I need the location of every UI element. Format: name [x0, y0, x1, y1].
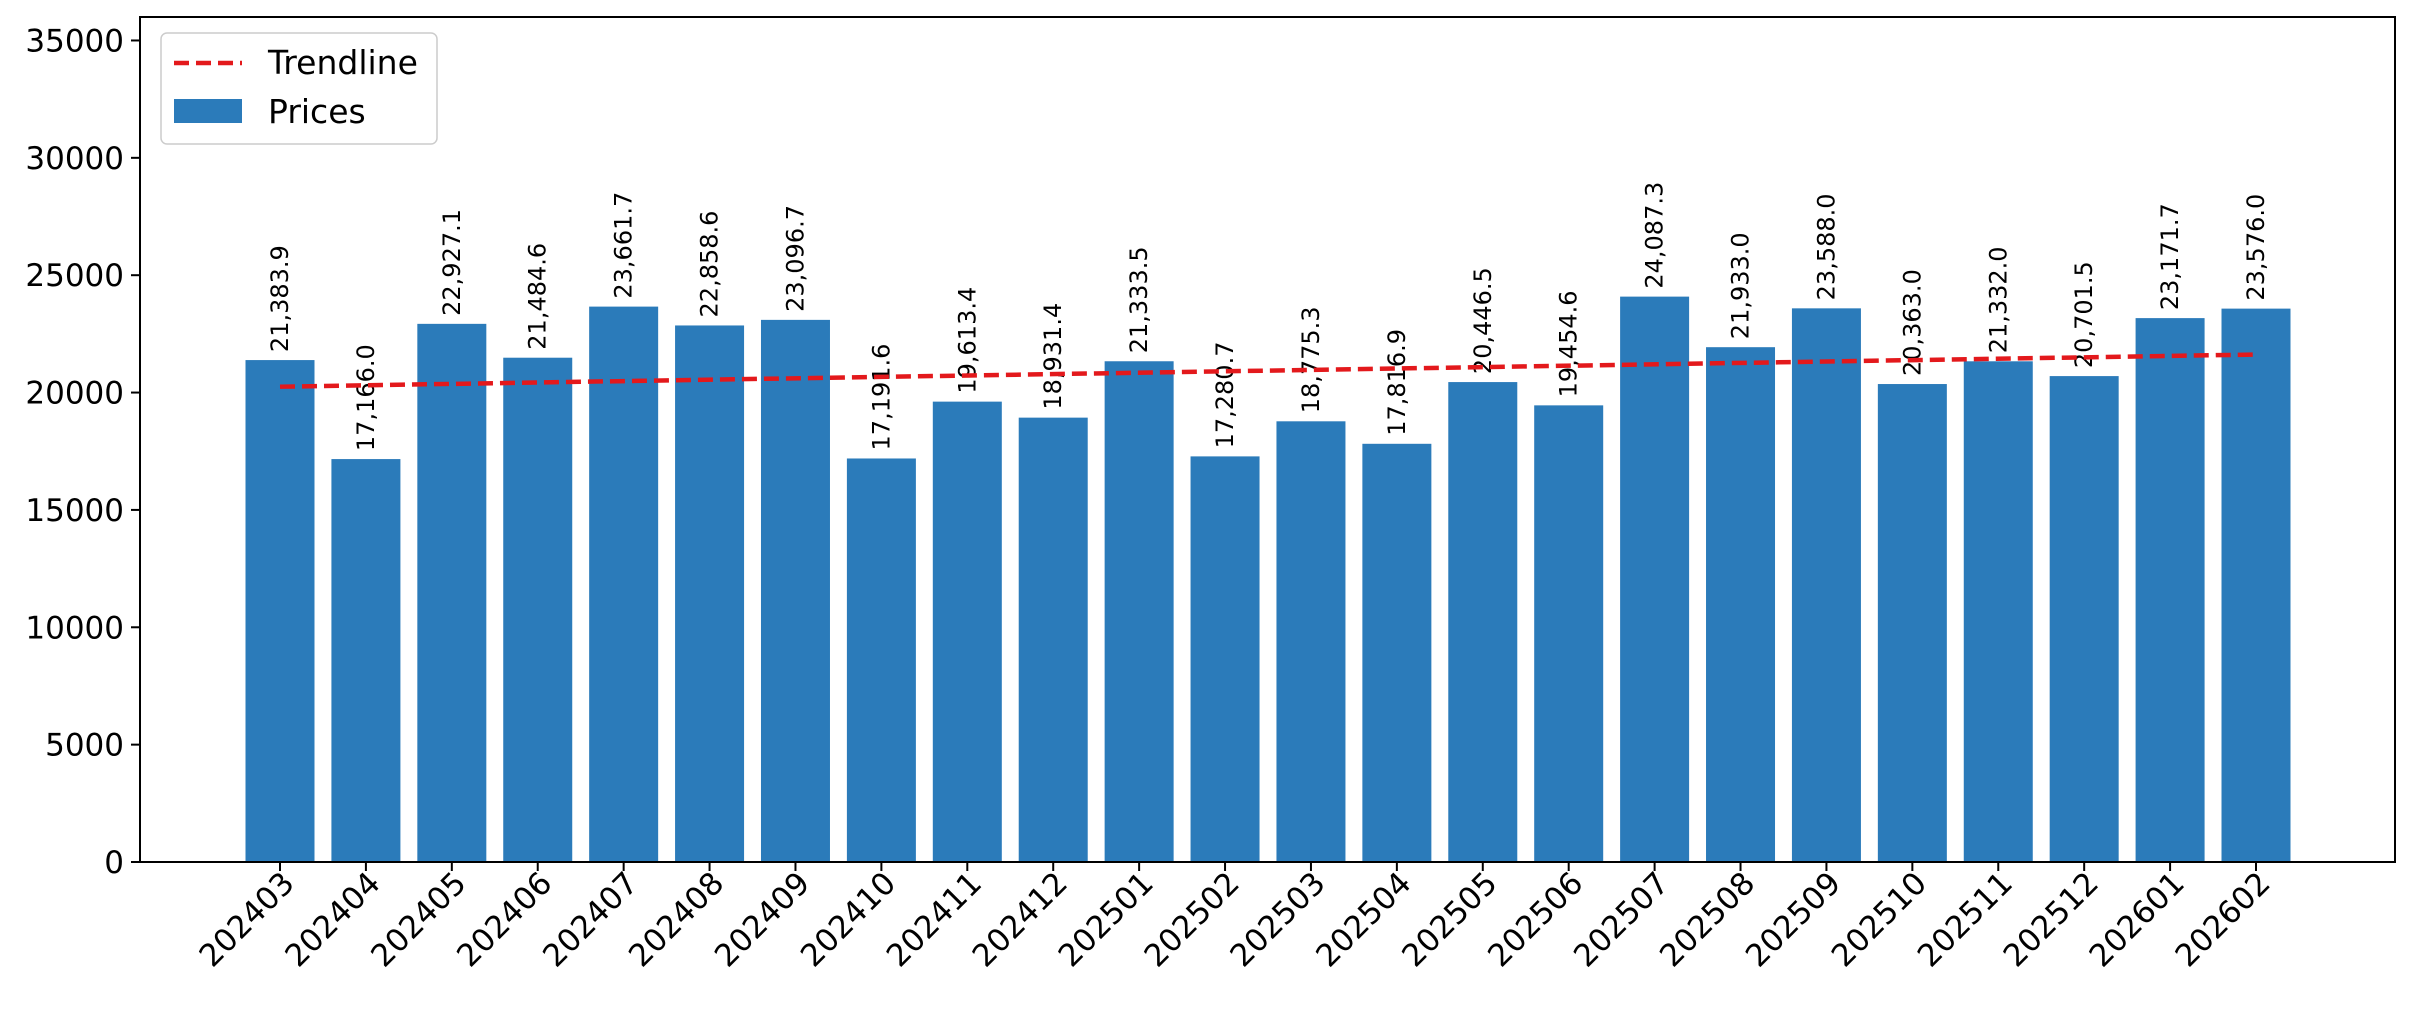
x-ticks: 2024032024042024052024062024072024082024… [193, 862, 2278, 974]
bar-value-label: 17,816.9 [1383, 329, 1411, 436]
x-tick-label: 202403 [193, 865, 302, 974]
legend-prices-label: Prices [268, 92, 366, 131]
x-tick-label: 202501 [1052, 865, 1161, 974]
y-tick-label: 25000 [25, 258, 124, 294]
x-tick-label: 202410 [794, 865, 903, 974]
bar-202506 [1534, 405, 1604, 862]
bar-202510 [1877, 384, 1947, 862]
bar-202502 [1190, 456, 1260, 862]
x-tick-label: 202505 [1395, 865, 1504, 974]
bar-202501 [1104, 361, 1174, 862]
x-tick-label: 202602 [2169, 865, 2278, 974]
bar-202403 [245, 360, 315, 862]
x-tick-label: 202408 [622, 865, 731, 974]
x-tick-label: 202503 [1223, 865, 1332, 974]
bar-value-label: 23,661.7 [610, 192, 638, 299]
x-tick-label: 202510 [1825, 865, 1934, 974]
legend: Trendline Prices [160, 32, 438, 145]
x-tick-label: 202412 [966, 865, 1075, 974]
x-tick-label: 202405 [364, 865, 473, 974]
plot-frame [139, 16, 2396, 863]
bar-value-label: 22,858.6 [696, 211, 724, 318]
trendline-line [279, 352, 2257, 389]
bar-value-label: 20,446.5 [1469, 267, 1497, 374]
bar-value-label: 21,933.0 [1727, 232, 1755, 339]
bars [245, 296, 2291, 863]
x-tick-label: 202406 [450, 865, 559, 974]
y-tick-label: 20000 [25, 376, 124, 412]
bar-202601 [2135, 318, 2205, 862]
bar-value-label: 21,484.6 [524, 243, 552, 350]
bar-202405 [417, 323, 487, 863]
bar-value-label: 18,775.3 [1297, 306, 1325, 413]
bar-202503 [1276, 421, 1346, 862]
bar-value-label: 23,096.7 [781, 205, 809, 312]
x-tick-label: 202502 [1138, 865, 1247, 974]
x-tick-label: 202504 [1309, 865, 1418, 974]
x-tick-label: 202507 [1567, 865, 1676, 974]
bar-value-label: 21,383.9 [266, 245, 294, 352]
bar-value-label: 18,931.4 [1039, 303, 1067, 410]
y-ticks: 0 5000 10000 15000 20000 25000 30000 35000 [25, 23, 140, 881]
bar-value-label: 23,171.7 [2156, 203, 2184, 310]
x-tick-label: 202409 [708, 865, 817, 974]
bar-202407 [589, 306, 659, 863]
y-tick-label: 30000 [25, 141, 124, 177]
x-tick-label: 202512 [1997, 865, 2106, 974]
bar-202509 [1791, 308, 1861, 862]
x-tick-label: 202407 [536, 865, 645, 974]
bar-value-label: 23,588.0 [1812, 193, 1840, 300]
bar-value-label: 21,332.0 [1984, 246, 2012, 353]
x-tick-label: 202506 [1481, 865, 1590, 974]
y-tick-label: 15000 [25, 493, 124, 529]
x-tick-label: 202509 [1739, 865, 1848, 974]
bar-value-label: 19,454.6 [1555, 290, 1583, 397]
bar-202504 [1362, 443, 1432, 862]
bar-value-label: 17,280.7 [1211, 342, 1239, 449]
bar-202505 [1448, 382, 1518, 862]
bar-202411 [932, 401, 1002, 862]
bar-202409 [760, 319, 830, 862]
bar-labels: 21,383.9 17,166.0 22,927.1 21,484.6 23,661.7… [266, 182, 2270, 451]
y-tick-label: 10000 [25, 610, 124, 646]
bar-value-label: 17,166.0 [352, 344, 380, 451]
y-tick-label: 0 [104, 845, 124, 881]
x-tick-label: 202404 [278, 865, 387, 974]
bar-202511 [1963, 361, 2033, 862]
x-tick-label: 202511 [1911, 865, 2020, 974]
bar-value-label: 21,333.5 [1125, 246, 1153, 353]
bar-202507 [1620, 296, 1690, 862]
x-tick-label: 202411 [880, 865, 989, 974]
bar-202508 [1706, 347, 1776, 863]
y-tick-label: 35000 [25, 23, 124, 59]
bar-value-label: 17,191.6 [867, 344, 895, 451]
x-tick-label: 202508 [1653, 865, 1762, 974]
bar-value-label: 22,927.1 [438, 209, 466, 316]
axes [139, 16, 2396, 863]
bar-202408 [675, 325, 745, 862]
bar-value-label: 23,576.0 [2242, 194, 2270, 301]
bar-value-label: 24,087.3 [1641, 182, 1669, 289]
y-tick-label: 5000 [45, 728, 124, 764]
bar-202512 [2049, 376, 2119, 862]
bar-202410 [846, 458, 916, 862]
bar-202412 [1018, 417, 1088, 862]
legend-trendline-label: Trendline [267, 43, 418, 82]
x-tick-label: 202601 [2083, 865, 2192, 974]
legend-prices-swatch [174, 99, 242, 123]
bar-202406 [503, 357, 573, 862]
bar-202602 [2221, 308, 2291, 862]
trendline [279, 352, 2257, 389]
bar-value-label: 20,701.5 [2070, 261, 2098, 368]
bar-202404 [331, 459, 401, 862]
